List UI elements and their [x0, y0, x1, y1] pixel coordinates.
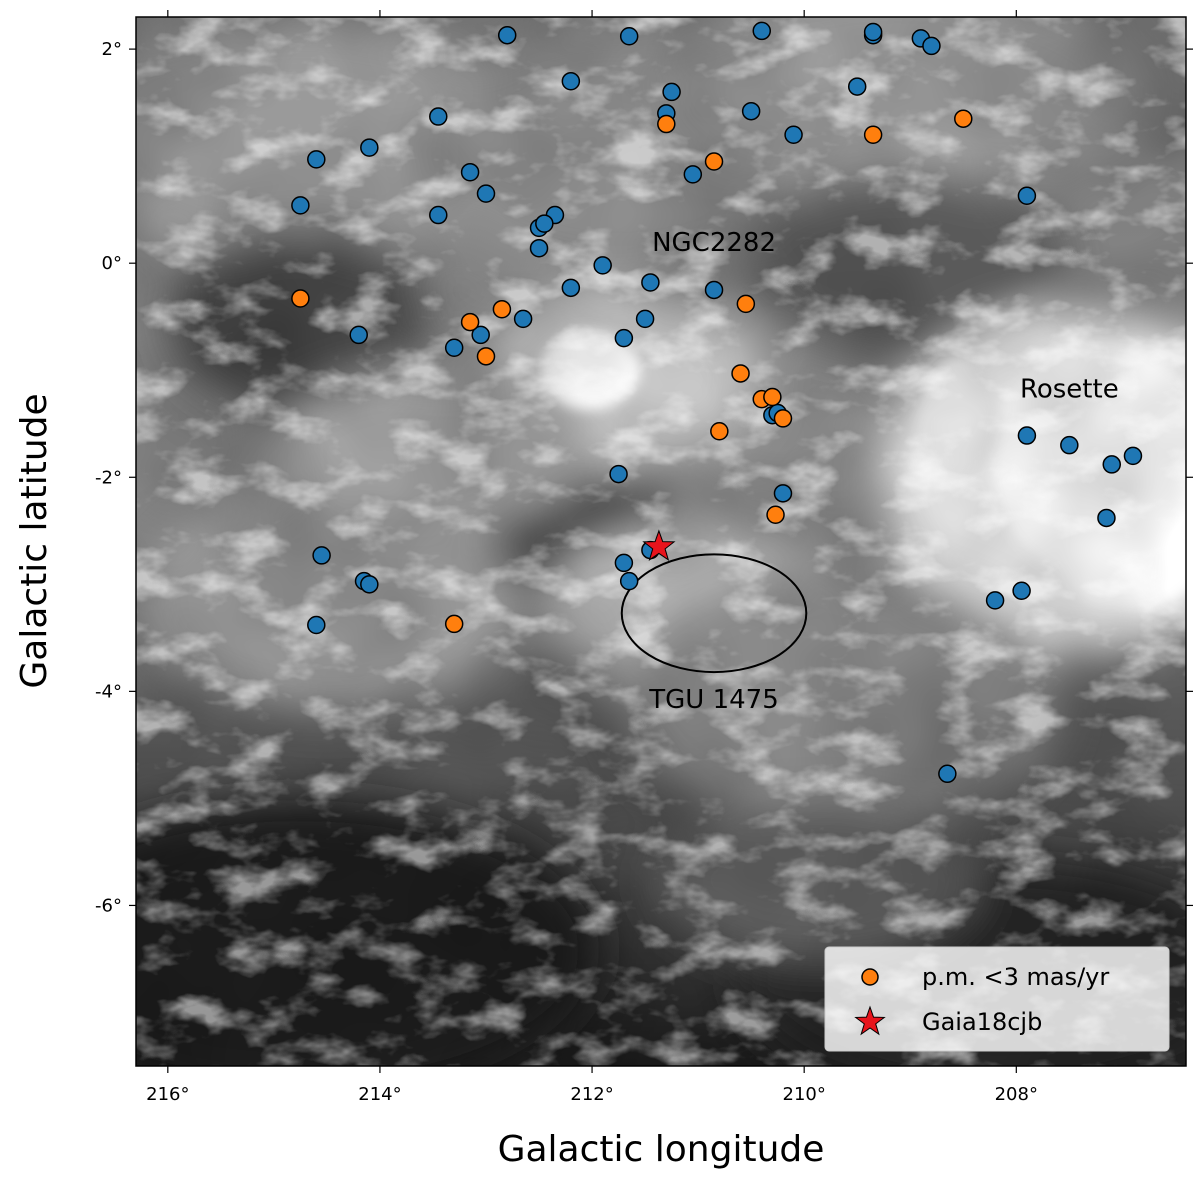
blue-point — [444, 338, 464, 358]
blue-point — [429, 107, 448, 126]
blue-point — [683, 165, 703, 184]
blue-point — [561, 278, 581, 298]
blue-point — [471, 325, 490, 345]
x-tick-label: 210° — [783, 1084, 826, 1105]
blue-point — [360, 575, 379, 594]
orange-point — [476, 347, 496, 366]
orange-point — [492, 299, 512, 319]
x-tick-label: 212° — [570, 1084, 613, 1105]
blue-point — [741, 101, 761, 121]
blue-point — [609, 464, 628, 484]
blue-point — [614, 553, 634, 573]
legend-orange-marker — [861, 968, 879, 986]
ticks-layer: 216° 214° 212° 210° 208° 2° 0° -2° -4° -6° — [95, 10, 1193, 1105]
orange-point — [863, 125, 883, 144]
orange-point — [704, 152, 724, 171]
blue-point — [1060, 435, 1079, 455]
annotation-label: TGU 1475 — [648, 685, 779, 715]
blue-point — [704, 280, 724, 300]
blue-point — [635, 309, 655, 329]
orange-point — [731, 364, 750, 383]
x-tick-label: 208° — [995, 1084, 1038, 1105]
blue-point — [752, 21, 772, 41]
blue-point — [429, 205, 448, 225]
y-tick-label: -2° — [95, 467, 122, 488]
blue-point — [497, 25, 517, 45]
blue-point — [1102, 455, 1122, 474]
blue-point — [662, 82, 681, 102]
blue-point — [307, 615, 326, 635]
x-tick-label: 214° — [358, 1084, 401, 1105]
legend-label-gaia: Gaia18cjb — [922, 1008, 1042, 1036]
orange-point — [291, 289, 310, 308]
legend: p.m. <3 mas/yr Gaia18cjb — [824, 946, 1170, 1052]
orange-point — [444, 614, 464, 634]
blue-point — [614, 328, 634, 348]
annotation-label: NGC2282 — [652, 228, 776, 258]
blue-point — [641, 273, 660, 292]
orange-point — [710, 421, 729, 441]
orange-points-layer — [291, 109, 973, 634]
blue-point — [476, 184, 496, 203]
orange-point — [766, 505, 785, 524]
annotations-layer: NGC2282 Rosette TGU 1475 — [648, 228, 1118, 715]
orange-point — [657, 114, 676, 134]
orange-point — [460, 312, 480, 332]
blue-point — [985, 591, 1005, 610]
annotation-label: Rosette — [1020, 374, 1119, 404]
blue-point — [360, 138, 379, 157]
blue-point — [312, 546, 331, 565]
background-image — [136, 17, 1186, 1066]
blue-point — [1017, 186, 1037, 206]
tgu-1475-ellipse — [620, 553, 808, 674]
orange-point — [736, 294, 756, 314]
blue-point — [619, 571, 639, 591]
blue-point — [561, 71, 581, 91]
y-tick-label: -4° — [95, 681, 122, 702]
blue-point — [619, 27, 639, 46]
orange-point — [763, 387, 782, 407]
blue-point — [535, 214, 554, 233]
x-tick-label: 216° — [146, 1084, 189, 1105]
y-tick-label: 0° — [102, 253, 122, 274]
blue-point — [847, 77, 867, 96]
y-tick-label: 2° — [102, 39, 122, 60]
blue-points-layer — [291, 21, 1143, 784]
blue-point — [784, 125, 803, 144]
blue-point — [863, 22, 883, 42]
gaia-star-layer — [642, 529, 676, 561]
blue-point — [1012, 581, 1031, 600]
blue-point — [1123, 446, 1143, 466]
orange-point — [773, 409, 793, 428]
legend-box — [824, 946, 1170, 1052]
x-axis-title: Galactic longitude — [498, 1129, 825, 1170]
legend-star-marker — [854, 1005, 886, 1036]
blue-point — [1017, 426, 1037, 445]
blue-point — [307, 150, 326, 169]
blue-point — [773, 484, 793, 503]
legend-label-pm: p.m. <3 mas/yr — [922, 963, 1109, 991]
plot-frame — [135, 16, 1187, 1067]
y-axis-title: Galactic latitude — [14, 393, 55, 688]
blue-point — [291, 196, 310, 215]
blue-point — [938, 764, 957, 784]
y-tick-label: -6° — [95, 895, 122, 916]
blue-point — [513, 309, 533, 329]
blue-point — [922, 36, 941, 56]
blue-point — [529, 238, 549, 258]
blue-point — [593, 256, 612, 275]
blue-point — [460, 162, 480, 182]
gaia18cjb-star-point — [642, 529, 676, 561]
orange-point — [954, 109, 973, 128]
blue-point — [349, 325, 368, 345]
blue-point — [1097, 508, 1116, 528]
